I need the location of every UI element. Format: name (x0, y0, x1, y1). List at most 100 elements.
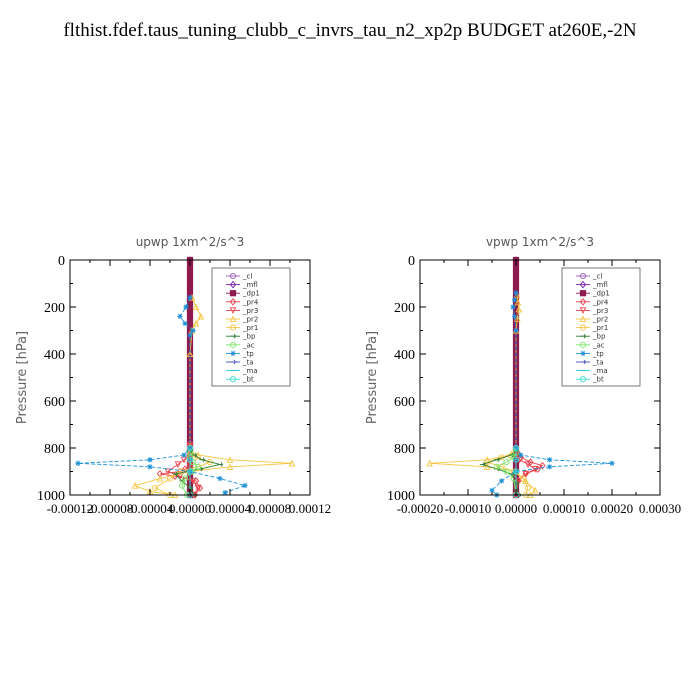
legend-entry: _bp (242, 333, 256, 341)
legend-marker (230, 350, 236, 356)
data-point (524, 484, 532, 492)
data-point (131, 481, 139, 489)
series-line-pr2 (133, 297, 293, 496)
legend-marker (579, 297, 587, 306)
data-point (512, 321, 520, 328)
data-point (494, 457, 500, 463)
data-point (183, 304, 189, 310)
legend-marker (580, 350, 586, 356)
data-point (226, 463, 234, 470)
legend-entry: _ma (592, 367, 608, 375)
data-point (147, 457, 153, 463)
legend-marker (229, 297, 237, 306)
data-point (197, 312, 205, 320)
legend-entry: _mfl (592, 281, 608, 289)
data-point (186, 468, 194, 475)
data-point (512, 468, 520, 475)
y-tick-label: 400 (394, 348, 415, 363)
data-point (513, 290, 519, 296)
legend-entry: _cl (242, 273, 252, 281)
x-tick-label: 0.00010 (543, 501, 585, 516)
data-point (493, 463, 500, 470)
legend-entry: _ac (592, 341, 605, 349)
x-tick-label: -0.00012 (47, 501, 94, 516)
data-point (186, 456, 194, 463)
data-point (510, 304, 516, 310)
data-point (199, 457, 206, 463)
chart-title: upwp 1xm^2/s^3 (136, 235, 245, 249)
data-point (512, 456, 520, 463)
x-tick-label: 0.00000 (169, 501, 211, 516)
legend-marker (580, 359, 587, 365)
data-point (178, 482, 186, 489)
data-point (176, 468, 184, 475)
legend: _cl_mfl_dp1_pr4_pr3_pr2_pr1_bp_ac_tp_ta_… (211, 267, 291, 387)
data-point (513, 327, 519, 334)
legend-entry: _ma (242, 367, 258, 375)
chart-panel-1: upwp 1xm^2/s^3 0 200 400 600 800 1000 Pressure … (15, 235, 331, 516)
legend-entry: _pr4 (592, 298, 609, 306)
data-point (512, 274, 520, 281)
data-point (520, 475, 527, 482)
data-point (194, 463, 202, 470)
data-point (186, 309, 194, 316)
data-point (426, 459, 433, 467)
data-point (515, 305, 523, 313)
data-point (479, 462, 486, 467)
y-tick-label: 200 (394, 301, 415, 316)
legend-marker (579, 307, 587, 315)
series-line-pr2 (429, 295, 536, 496)
legend-marker (579, 341, 587, 348)
legend-marker (230, 333, 237, 339)
legend: _cl_mfl_dp1_pr4_pr3_pr2_pr1_bp_ac_tp_ta_… (561, 267, 641, 387)
data-point (511, 297, 518, 303)
data-point (539, 461, 546, 470)
data-point (182, 320, 188, 327)
y-tick-label: 0 (58, 254, 65, 269)
legend-marker (229, 315, 237, 323)
data-point (217, 462, 224, 467)
chart-panel-2: vpwp 1xm^2/s^3 0 200 400 600 800 1000 Pressure … (365, 235, 681, 516)
legend-marker (579, 324, 587, 331)
legend-marker (229, 272, 237, 280)
data-point (186, 274, 194, 281)
data-point (222, 490, 228, 496)
legend-entry: _mfl (242, 281, 258, 289)
data-point (181, 452, 187, 458)
data-point (515, 477, 522, 485)
data-point (547, 457, 553, 463)
data-point (194, 484, 202, 492)
y-tick-label: 800 (44, 442, 65, 457)
data-point (531, 486, 539, 494)
series-line-ac (181, 452, 199, 496)
legend-marker (579, 290, 587, 297)
legend-marker (229, 280, 237, 289)
y-tick-label: 0 (408, 254, 415, 269)
x-tick-label: 0.00012 (289, 501, 331, 516)
x-tick-label: -0.00010 (445, 501, 492, 516)
x-tick-label: 0.00030 (639, 501, 681, 516)
y-tick-label: 200 (44, 301, 65, 316)
legend-entry: _pr3 (592, 307, 608, 315)
data-point (190, 327, 196, 334)
y-tick-label: 600 (44, 395, 65, 410)
data-point (499, 478, 505, 484)
data-point (512, 444, 520, 452)
y-tick-label: 400 (44, 348, 65, 363)
data-point (187, 295, 193, 301)
legend-marker (579, 315, 587, 323)
series-line-ac (495, 452, 517, 496)
legend-marker (229, 290, 237, 297)
data-point (503, 468, 510, 475)
data-point (522, 470, 529, 478)
legend-entry: _dp1 (242, 290, 260, 298)
legend-entry: _pr4 (242, 298, 259, 306)
data-point (489, 487, 495, 493)
series-line-pr1 (485, 447, 529, 496)
data-point (512, 280, 520, 287)
x-tick-label: 0.00004 (209, 501, 252, 516)
data-point (186, 315, 194, 322)
data-point (172, 471, 179, 477)
data-point (186, 444, 194, 452)
